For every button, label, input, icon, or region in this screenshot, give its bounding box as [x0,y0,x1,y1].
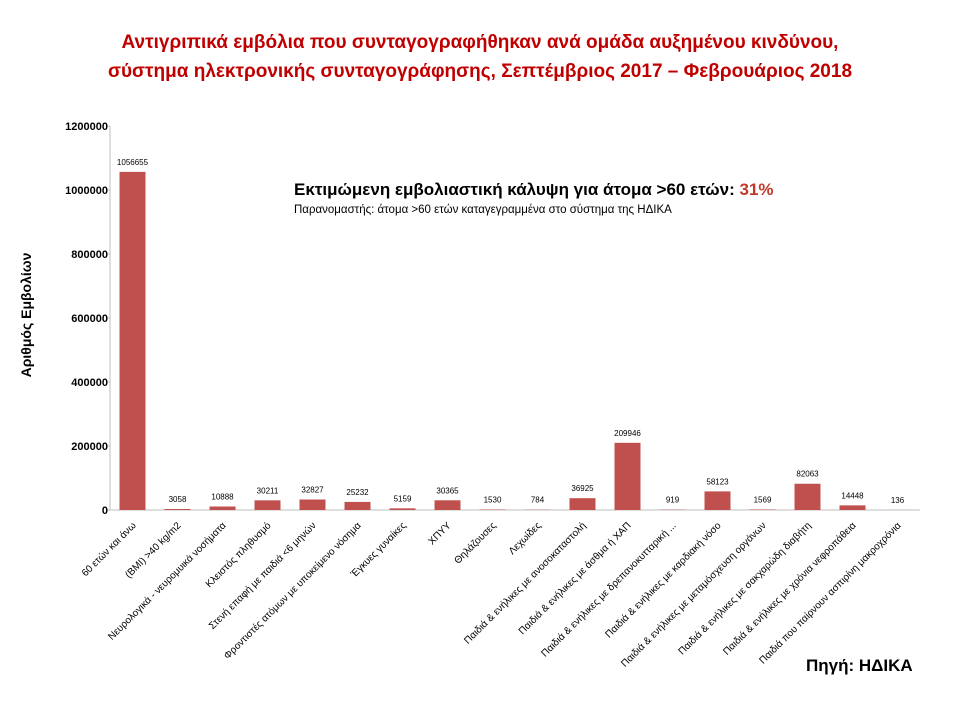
bar-value-label: 1530 [484,496,502,505]
x-tick-label: Λεχωίδες [506,520,544,558]
bar [839,505,866,510]
bar [569,498,596,510]
x-axis-tick-labels: 60 ετών και άνω(BMI) >40 kg/m2Νευρολογικ… [79,519,904,669]
bar-value-label: 30211 [257,486,279,495]
bar-value-label: 10888 [211,493,234,502]
y-tick-label: 800000 [71,249,108,261]
y-tick-label: 400000 [71,377,108,389]
bar-value-label: 36925 [571,484,594,493]
y-tick-label: 600000 [71,313,108,325]
x-tick-label: Θηλάζουσες [452,520,499,567]
bar [209,506,236,510]
bar-value-label: 784 [531,496,545,505]
y-tick-label: 0 [102,505,108,517]
bar-value-label: 14448 [841,491,864,500]
bar-value-label: 136 [891,496,905,505]
bars [119,171,911,510]
bar [794,483,821,510]
bar [119,171,146,510]
bar-value-label: 5159 [394,494,412,503]
bar [704,491,731,510]
bar-value-label: 209946 [614,429,641,438]
chart-title-line-1: Αντιγριπικά εμβόλια που συνταγογραφήθηκα… [121,32,839,53]
bar [254,500,281,510]
coverage-annotation: Εκτιμώμενη εμβολιαστική κάλυψη για άτομα… [294,180,774,216]
bar [344,501,371,510]
y-tick-label: 1200000 [65,121,108,133]
coverage-annotation-denominator: Παρανομαστής: άτομα >60 ετών καταγεγραμμ… [294,204,672,216]
coverage-percent: 31% [739,180,774,199]
y-tick-label: 1000000 [65,185,108,197]
bar [614,442,641,510]
coverage-annotation-main: Εκτιμώμενη εμβολιαστική κάλυψη για άτομα… [294,180,774,199]
bar-value-label: 3058 [169,495,187,504]
bar-value-label: 82063 [796,470,819,479]
bar [389,508,416,510]
bar [299,499,326,510]
bar [164,509,191,510]
bar-value-label: 1569 [754,495,772,504]
bar-value-label: 25232 [346,488,369,497]
bar-value-label: 919 [666,496,680,505]
source-note: Πηγή: ΗΔΙΚΑ [806,656,913,675]
y-axis-ticks: 0 200000 400000 600000 800000 1000000 1200000 [65,121,110,517]
bar-value-label: 30365 [436,486,459,495]
bar-value-label: 1056655 [117,158,149,167]
chart-title-line-2: σύστημα ηλεκτρονικής συνταγογράφησης, Σε… [107,61,853,82]
y-tick-label: 200000 [71,441,108,453]
bar [749,509,776,510]
bar-value-label: 32827 [301,485,324,494]
value-labels: 1056655 3058 10888 30211 32827 25232 5159 30365… [117,158,905,505]
bar [434,500,461,510]
bar-value-label: 58123 [706,477,729,486]
x-tick-label: ΧΠΥΥ [427,520,454,547]
